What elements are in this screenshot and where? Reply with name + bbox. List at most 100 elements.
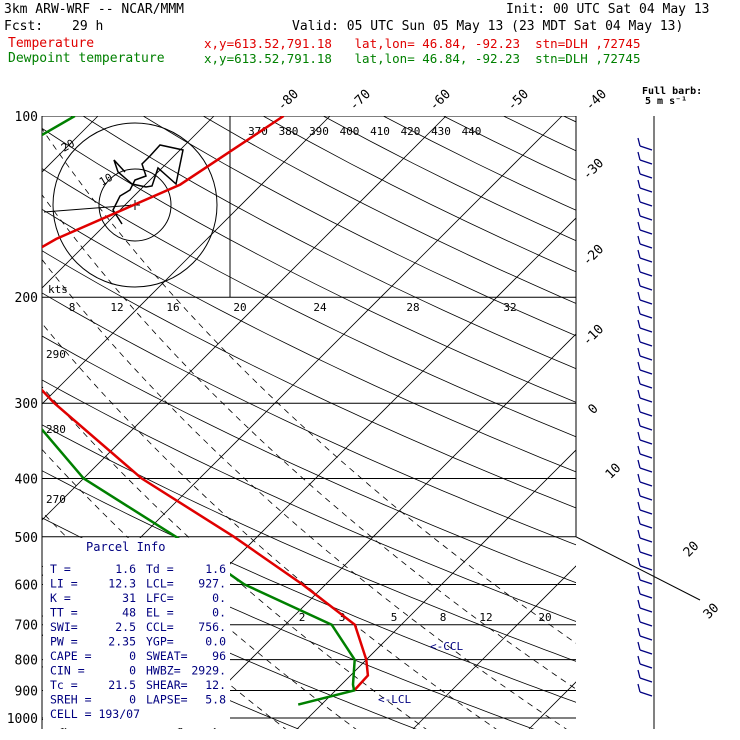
dewpoint-curve <box>42 116 356 706</box>
parcel-row-value: 0. <box>212 591 226 605</box>
right-axis-skew <box>575 536 701 601</box>
hodograph-ring-label: 20 <box>59 137 77 155</box>
wind-barb <box>639 467 653 473</box>
temperature-tick-label: -50 <box>505 87 532 114</box>
lcl-marker-label: <-LCL <box>378 693 411 706</box>
parcel-row-label: Td = <box>146 562 174 576</box>
moist-adiabat <box>42 194 576 690</box>
parcel-row-label: PW = <box>50 635 78 649</box>
wind-barb <box>639 369 653 375</box>
temperature-tick-label: -80 <box>275 87 302 114</box>
wind-barb <box>639 621 653 627</box>
wind-barb-flag <box>637 263 641 273</box>
dry-adiabat <box>383 116 576 211</box>
wind-barb-flag <box>637 445 641 455</box>
mixing-ratio-label: 28 <box>406 301 419 314</box>
dry-adiabat <box>42 168 576 438</box>
mixing-ratio-label: 8 <box>440 611 447 624</box>
wind-barb <box>639 187 653 193</box>
parcel-row-value: 0. <box>212 606 226 620</box>
parcel-info-panel: Parcel Info T = 1.6 Td = 1.6 LI = 12.3 LCL= 927.… <box>43 538 230 728</box>
wind-barb-flag <box>637 221 641 231</box>
wind-barbs: Full barb:5 m s⁻¹ <box>637 86 702 697</box>
parcel-row-label: YGP= <box>146 635 174 649</box>
parcel-row-value: 96 <box>212 649 226 663</box>
temperature-tick-label: 30 <box>701 601 723 623</box>
mixing-ratio-label: 12 <box>479 611 492 624</box>
parcel-row-value: 1.6 <box>205 562 226 576</box>
dry-adiabat <box>42 250 576 509</box>
wind-barb-flag <box>637 627 641 637</box>
parcel-row-value: 2929. <box>191 664 226 678</box>
wind-barb-flag <box>637 375 641 385</box>
temperature-tick-label: -60 <box>427 87 454 114</box>
mixing-ratio-label: 5 <box>391 611 398 624</box>
wind-barb <box>639 677 653 683</box>
parcel-row-label: CCL= <box>146 620 174 634</box>
isotherm-line <box>645 116 740 729</box>
isotherm-line <box>528 681 576 729</box>
wind-barb-flag <box>637 333 641 343</box>
wind-barb <box>639 383 653 389</box>
parcel-row-value: 1.6 <box>115 562 136 576</box>
temperature-tick-label: -10 <box>580 322 607 349</box>
dry-adiabat <box>42 335 576 584</box>
wind-barb <box>639 299 653 305</box>
wind-barb-flag <box>637 235 641 245</box>
dry-adiabat <box>563 116 576 123</box>
dry-adiabat <box>263 116 576 273</box>
wind-barb-flag <box>637 641 641 651</box>
wind-barb <box>639 229 653 235</box>
pressure-tick-label: 600 <box>15 578 38 593</box>
isotherm-line <box>180 333 576 729</box>
theta-label: 270 <box>46 493 66 506</box>
wind-barb-flag <box>637 655 641 665</box>
dry-adiabat <box>142 116 576 337</box>
wind-barb-flag <box>637 207 641 217</box>
theta-e-label: 390 <box>309 125 329 138</box>
temperature-tick-label: 20 <box>681 539 703 561</box>
wind-barb-flag <box>637 529 641 539</box>
wind-barb-flag <box>637 305 641 315</box>
parcel-panel-background <box>43 538 230 728</box>
temperature-curve <box>42 116 370 692</box>
wind-barb-flag <box>637 585 641 595</box>
mixing-ratio-label: 24 <box>313 301 327 314</box>
wind-barb-flag <box>637 165 641 175</box>
parcel-row-label: TT = <box>50 606 78 620</box>
theta-e-label: 380 <box>279 125 299 138</box>
parcel-row-label: K = <box>50 591 71 605</box>
wind-barb-flag <box>637 179 641 189</box>
pressure-tick-label: 100 <box>15 110 38 125</box>
wind-barb-flag <box>637 683 641 693</box>
wind-barb-flag <box>637 599 641 609</box>
parcel-row-label: CIN = <box>50 664 85 678</box>
wind-barb <box>639 537 653 543</box>
wind-barb-flag <box>637 669 641 679</box>
wind-barb <box>639 285 653 291</box>
isotherm-line <box>296 449 576 729</box>
parcel-row-label: T = <box>50 562 71 576</box>
model-title: 3km ARW-WRF -- NCAR/MMM <box>4 2 185 17</box>
dry-adiabat <box>624 116 740 731</box>
pressure-tick-label: 900 <box>15 684 38 699</box>
pressure-tick-label: 500 <box>15 531 38 546</box>
wind-barb-flag <box>637 557 641 567</box>
parcel-row-value: 12.3 <box>108 577 136 591</box>
hodograph <box>43 122 218 288</box>
wind-barb <box>639 509 653 515</box>
dry-adiabat <box>42 127 576 403</box>
parcel-row-value: 2.35 <box>108 635 136 649</box>
ccl-marker-label: <-CCL <box>430 640 463 653</box>
parcel-row-label: LI = <box>50 577 78 591</box>
init-time: Init: 00 UTC Sat 04 May 13 <box>506 2 710 17</box>
pressure-tick-label: 1000 <box>7 712 38 727</box>
wind-barb-flag <box>637 487 641 497</box>
parcel-row-label: SWI= <box>50 620 78 634</box>
wind-barb <box>639 327 653 333</box>
parcel-row-label: CAPE = <box>50 649 92 663</box>
moist-adiabat <box>42 128 576 644</box>
mixing-ratio-label: 8 <box>69 301 76 314</box>
isotherm-line <box>42 116 447 521</box>
wind-barb <box>639 355 653 361</box>
